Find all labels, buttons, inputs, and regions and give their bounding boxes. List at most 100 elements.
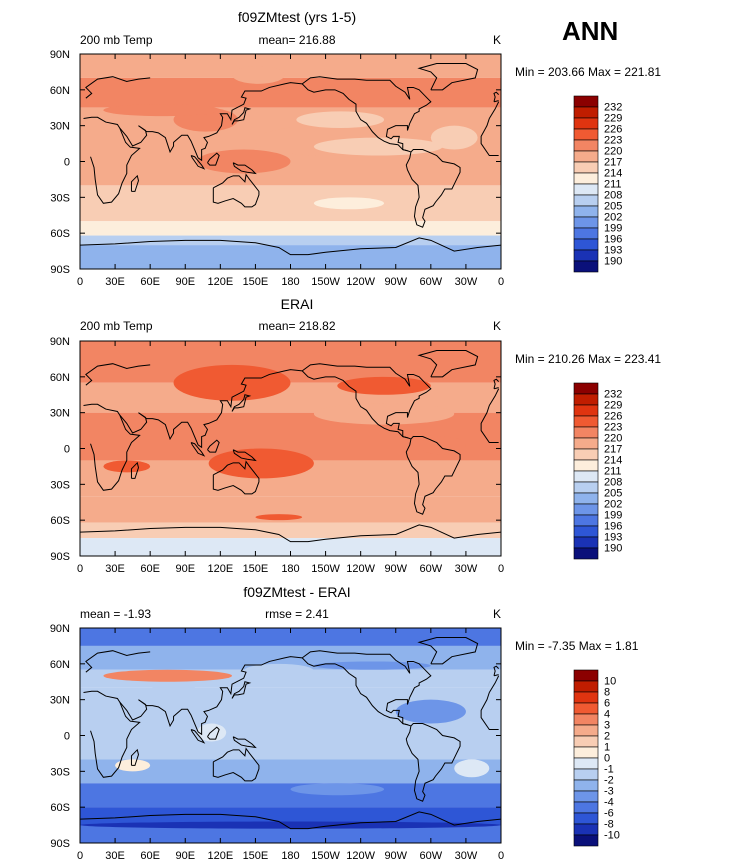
- colorbar-label: 208: [604, 190, 622, 202]
- contour-region: [243, 663, 314, 679]
- contour-band: [80, 807, 501, 826]
- colorbar-box: [573, 172, 599, 185]
- contour-region: [313, 661, 431, 670]
- colorbar-label: 196: [604, 234, 622, 246]
- colorbar-label: 10: [604, 676, 616, 688]
- y-tick-label: 90N: [50, 623, 70, 635]
- coastline: [405, 436, 461, 515]
- y-tick-label: 30S: [50, 766, 70, 778]
- contour-region: [80, 522, 501, 535]
- colorbar-label: 193: [604, 532, 622, 544]
- y-tick-label: 60S: [50, 228, 70, 240]
- colorbar-box: [573, 227, 599, 240]
- y-tick-label: 60N: [50, 85, 70, 97]
- y-tick-label: 30N: [50, 408, 70, 420]
- x-tick-label: 150E: [243, 850, 269, 862]
- colorbar-label: 3: [604, 720, 610, 732]
- contour-region: [313, 137, 443, 156]
- min-max-label: Min = 203.66 Max = 221.81: [515, 65, 661, 79]
- contour-band: [80, 687, 501, 760]
- coastline: [119, 656, 303, 736]
- coastline: [207, 439, 220, 453]
- x-tick-label: 60W: [420, 276, 443, 288]
- colorbar-box: [573, 812, 599, 825]
- colorbar-box: [573, 691, 599, 704]
- colorbar-box: [573, 426, 599, 439]
- colorbar-box: [573, 834, 599, 847]
- coastline: [231, 681, 252, 699]
- panel-left-label: 200 mb Temp: [80, 319, 153, 333]
- x-tick-label: 30E: [105, 850, 125, 862]
- colorbar-box: [573, 801, 599, 814]
- coastline: [130, 748, 139, 766]
- colorbar-label: 1: [604, 742, 610, 754]
- contour-band: [80, 759, 501, 784]
- colorbar-box: [573, 382, 599, 395]
- colorbar-box: [573, 669, 599, 682]
- colorbar-label: 205: [604, 488, 622, 500]
- y-tick-label: 90N: [50, 49, 70, 61]
- colorbar-box: [573, 702, 599, 715]
- coastline: [119, 369, 303, 449]
- colorbar-box: [573, 238, 599, 251]
- colorbar-box: [573, 459, 599, 472]
- colorbar-label: 232: [604, 389, 622, 401]
- contour-region: [103, 104, 221, 117]
- coastline: [232, 736, 257, 749]
- season-label: ANN: [562, 16, 618, 46]
- y-tick-label: 60N: [50, 372, 70, 384]
- colorbar-box: [573, 757, 599, 770]
- contour-region: [419, 436, 466, 455]
- coastline: [301, 76, 432, 153]
- y-tick-label: 30N: [50, 695, 70, 707]
- colorbar-label: 199: [604, 510, 622, 522]
- colorbar-label: 217: [604, 444, 622, 456]
- coastline: [212, 460, 260, 495]
- contour-region: [150, 685, 197, 694]
- colorbar-label: -4: [604, 797, 614, 809]
- x-tick-label: 150W: [311, 563, 340, 575]
- colorbar-label: 202: [604, 212, 622, 224]
- colorbar-box: [573, 680, 599, 693]
- colorbar-box: [573, 547, 599, 560]
- contour-field: [80, 54, 501, 269]
- coastline: [417, 63, 479, 91]
- panel-title: ERAI: [281, 296, 314, 312]
- x-tick-label: 150W: [311, 850, 340, 862]
- colorbar-box: [573, 194, 599, 207]
- coastline: [130, 461, 139, 479]
- y-tick-label: 60N: [50, 659, 70, 671]
- colorbar-box: [573, 415, 599, 428]
- colorbar-box: [573, 139, 599, 152]
- colorbar-label: 223: [604, 422, 622, 434]
- panel-unit-label: K: [493, 33, 501, 47]
- contour-band: [80, 235, 501, 246]
- coastline: [417, 350, 479, 378]
- x-tick-label: 150E: [243, 276, 269, 288]
- colorbar-box: [573, 404, 599, 417]
- contour-region: [296, 111, 385, 129]
- coastline: [85, 76, 500, 119]
- colorbar-box: [573, 492, 599, 505]
- colorbar-label: 214: [604, 455, 622, 467]
- colorbar-box: [573, 249, 599, 262]
- colorbar-label: -10: [604, 830, 620, 842]
- map-panel-2: ERAI 200 mb Temp mean= 218.82 K Min = 210.26…: [50, 296, 662, 575]
- colorbar-box: [573, 183, 599, 196]
- panel-left-label: 200 mb Temp: [80, 33, 153, 47]
- x-tick-label: 0: [498, 563, 504, 575]
- x-tick-label: 60E: [140, 850, 160, 862]
- y-tick-label: 60S: [50, 515, 70, 527]
- contour-region: [196, 149, 291, 174]
- y-tick-label: 30S: [50, 479, 70, 491]
- colorbar-label: 199: [604, 223, 622, 235]
- contour-region: [290, 783, 385, 796]
- x-tick-label: 180: [281, 850, 299, 862]
- colorbar-label: 211: [604, 179, 622, 191]
- x-tick-label: 30W: [455, 563, 478, 575]
- panel-center-label: mean= 216.88: [258, 33, 335, 47]
- colorbar-box: [573, 205, 599, 218]
- colorbar-label: 2: [604, 731, 610, 743]
- contour-region: [454, 759, 490, 778]
